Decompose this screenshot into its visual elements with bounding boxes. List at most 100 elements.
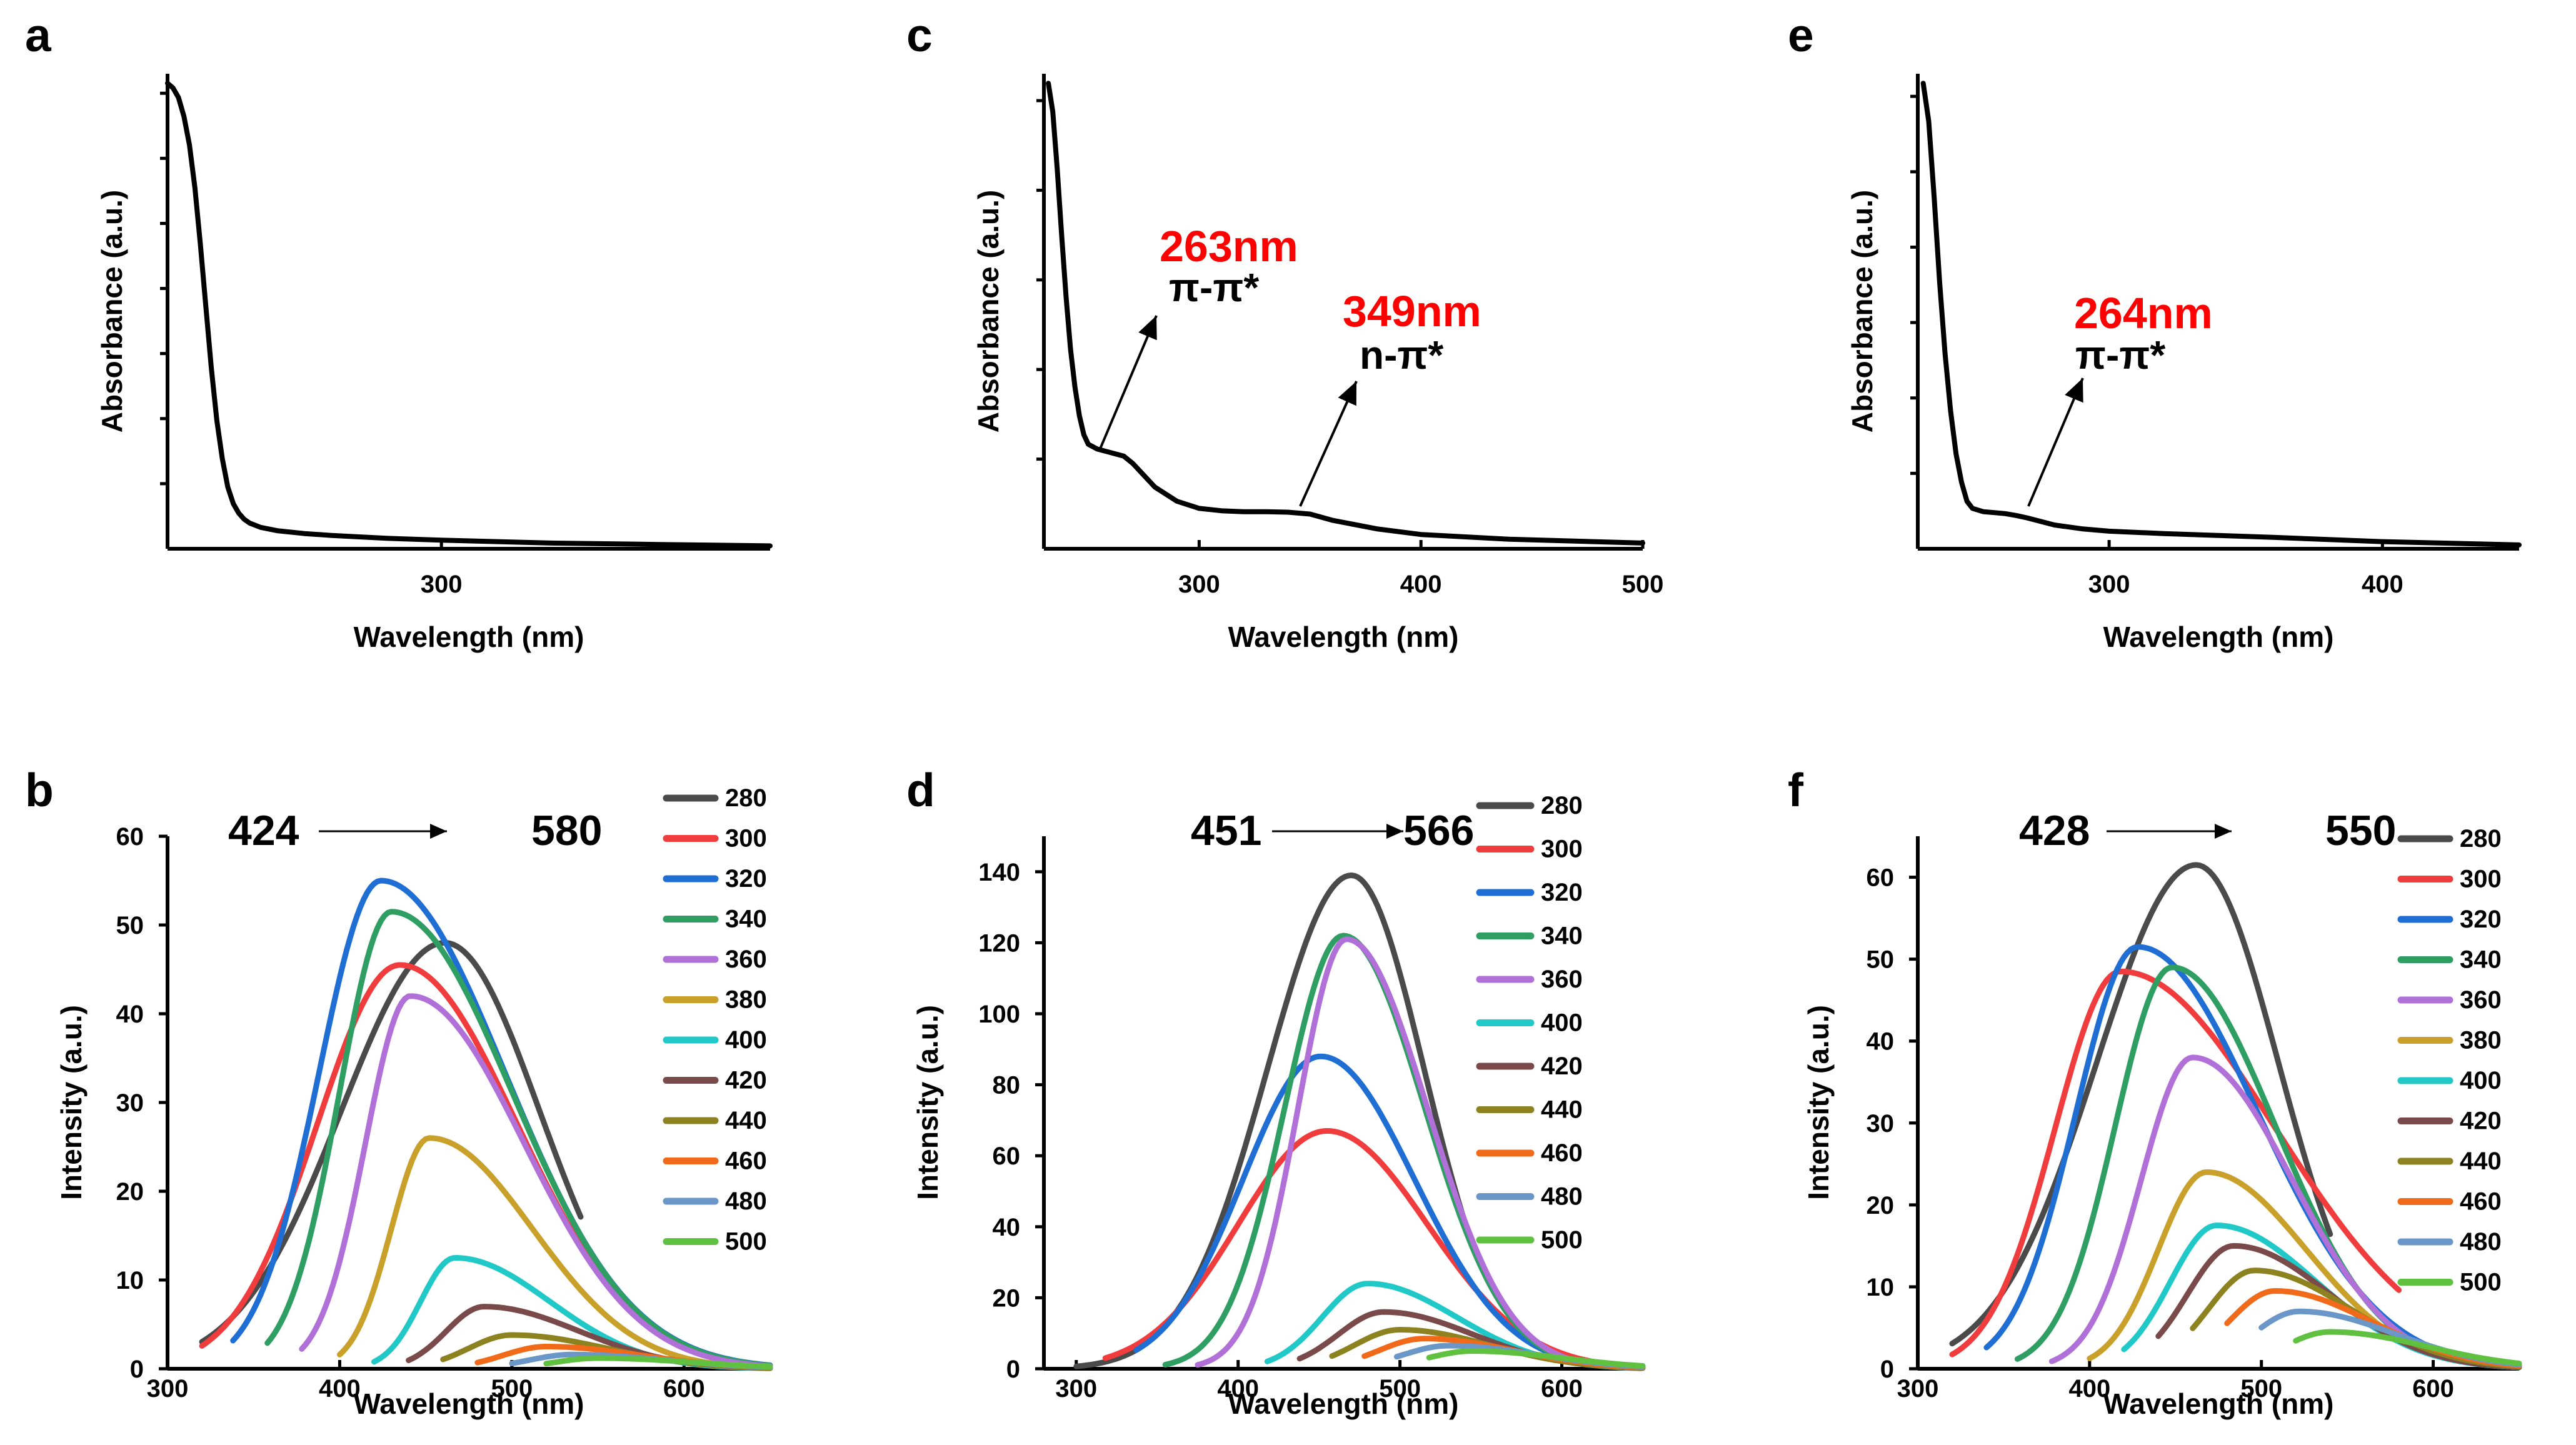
legend-label-440: 440 (725, 1107, 767, 1134)
y-tick-label: 60 (1867, 864, 1895, 892)
y-tick-label: 0 (1880, 1356, 1894, 1383)
legend-label-440: 440 (2460, 1148, 2502, 1175)
y-tick-label: 10 (1867, 1274, 1895, 1301)
x-tick-label: 500 (1379, 1375, 1421, 1402)
legend-label-340: 340 (2460, 946, 2502, 974)
annotation-arrow (2027, 378, 2084, 507)
panel-c: c 300 400 500 Wavelength (nm) Absorbance (a.u… (906, 9, 1663, 653)
y-axis-label: Intensity (a.u.) (1802, 1005, 1835, 1200)
series-280 (1949, 862, 2333, 1347)
y-axis-label: Absorbance (a.u.) (1846, 190, 1878, 433)
panel-label: d (906, 764, 935, 816)
x-axis-label: Wavelength (nm) (2103, 1388, 2334, 1420)
legend-label-280: 280 (2460, 825, 2502, 852)
peak-wavelength-label: 264nm (2074, 289, 2213, 338)
peak-wavelength-label: 263nm (1160, 222, 1298, 271)
y-axis-label: Intensity (a.u.) (55, 1005, 88, 1200)
y-tick-label: 20 (993, 1284, 1021, 1312)
legend-label-280: 280 (725, 784, 767, 812)
y-tick-label: 40 (1867, 1028, 1895, 1056)
panel-label: e (1788, 9, 1814, 61)
series-500 (543, 1355, 773, 1370)
range-start-label: 424 (228, 807, 299, 854)
x-tick-label: 400 (2362, 571, 2403, 598)
range-end-label: 550 (2325, 807, 2396, 854)
legend-label-280: 280 (1541, 792, 1583, 819)
legend-label-360: 360 (2460, 986, 2502, 1014)
y-tick-label: 40 (116, 1001, 144, 1028)
legend-label-300: 300 (2460, 866, 2502, 893)
legend-label-460: 460 (2460, 1188, 2502, 1216)
y-tick-label: 10 (116, 1267, 144, 1294)
y-tick-label: 100 (978, 1001, 1020, 1028)
y-tick-label: 20 (1867, 1192, 1895, 1219)
peak-wavelength-label: 349nm (1343, 287, 1481, 336)
y-axis-label: Absorbance (a.u.) (96, 190, 128, 433)
x-axis-label: Wavelength (nm) (1228, 1388, 1459, 1420)
legend-label-400: 400 (1541, 1009, 1583, 1037)
transition-label: π-π* (1169, 265, 1259, 310)
legend-label-300: 300 (725, 825, 767, 852)
y-tick-label: 60 (116, 823, 144, 851)
x-axis-label: Wavelength (nm) (2103, 621, 2334, 653)
x-tick-label: 400 (319, 1375, 361, 1402)
legend-label-380: 380 (2460, 1027, 2502, 1054)
legend-label-420: 420 (2460, 1108, 2502, 1135)
legend-label-360: 360 (725, 946, 767, 973)
x-tick-label: 300 (147, 1375, 189, 1402)
legend-label-480: 480 (725, 1188, 767, 1215)
y-tick-label: 80 (993, 1072, 1021, 1099)
range-end-label: 580 (531, 807, 602, 854)
series-absorbance (165, 81, 773, 549)
y-tick-label: 20 (116, 1178, 144, 1206)
transition-label: n-π* (1360, 332, 1443, 378)
x-tick-label: 300 (1055, 1375, 1097, 1402)
y-tick-label: 140 (978, 859, 1020, 886)
legend-label-340: 340 (1541, 922, 1583, 950)
x-axis-label: Wavelength (nm) (1228, 621, 1459, 653)
y-tick-label: 40 (993, 1214, 1021, 1241)
x-tick-label: 400 (1400, 571, 1442, 598)
series-360 (299, 993, 773, 1369)
panel-label: b (25, 764, 54, 816)
legend-label-460: 460 (725, 1148, 767, 1175)
legend-label-500: 500 (1541, 1226, 1583, 1254)
panel-d: d 300 400 500 600 0 20 40 60 80 100 120 140 Wavelengt… (906, 764, 1646, 1420)
y-tick-label: 30 (1867, 1110, 1895, 1138)
panel-label: f (1788, 764, 1804, 816)
x-tick-label: 600 (1541, 1375, 1583, 1402)
panel-e: e 300 400 Wavelength (nm) Absorbance (a.u.) 2… (1788, 9, 2522, 653)
legend-label-400: 400 (725, 1026, 767, 1054)
x-tick-label: 500 (491, 1375, 533, 1402)
series-340 (264, 909, 773, 1369)
legend-label-480: 480 (2460, 1228, 2502, 1256)
y-tick-label: 60 (993, 1142, 1021, 1170)
range-end-label: 566 (1403, 807, 1474, 854)
y-axis-label: Absorbance (a.u.) (972, 190, 1005, 433)
x-tick-label: 300 (1897, 1375, 1939, 1402)
annotation-arrow (1299, 381, 1358, 507)
legend-label-320: 320 (725, 865, 767, 892)
y-tick-label: 0 (130, 1356, 144, 1383)
y-axis-label: Intensity (a.u.) (911, 1005, 944, 1200)
legend-label-320: 320 (1541, 879, 1583, 906)
x-tick-label: 500 (1622, 571, 1664, 598)
legend-label-420: 420 (1541, 1052, 1583, 1080)
legend-label-500: 500 (2460, 1269, 2502, 1296)
x-tick-label: 400 (1217, 1375, 1259, 1402)
legend-label-380: 380 (725, 986, 767, 1014)
x-tick-label: 300 (1178, 571, 1220, 598)
y-tick-label: 0 (1006, 1356, 1020, 1383)
series-500 (2293, 1329, 2522, 1366)
y-tick-label: 50 (116, 912, 144, 939)
legend-label-340: 340 (725, 906, 767, 933)
legend-label-440: 440 (1541, 1096, 1583, 1124)
series-absorbance (1920, 81, 2522, 548)
panel-b: b 300 400 500 600 0 10 20 30 40 50 60 Wavelength (nm… (25, 764, 773, 1420)
series-280 (199, 940, 584, 1345)
series-absorbance (1046, 81, 1645, 546)
x-tick-label: 600 (2412, 1375, 2454, 1402)
legend-label-360: 360 (1541, 966, 1583, 993)
x-tick-label: 500 (2240, 1375, 2282, 1402)
